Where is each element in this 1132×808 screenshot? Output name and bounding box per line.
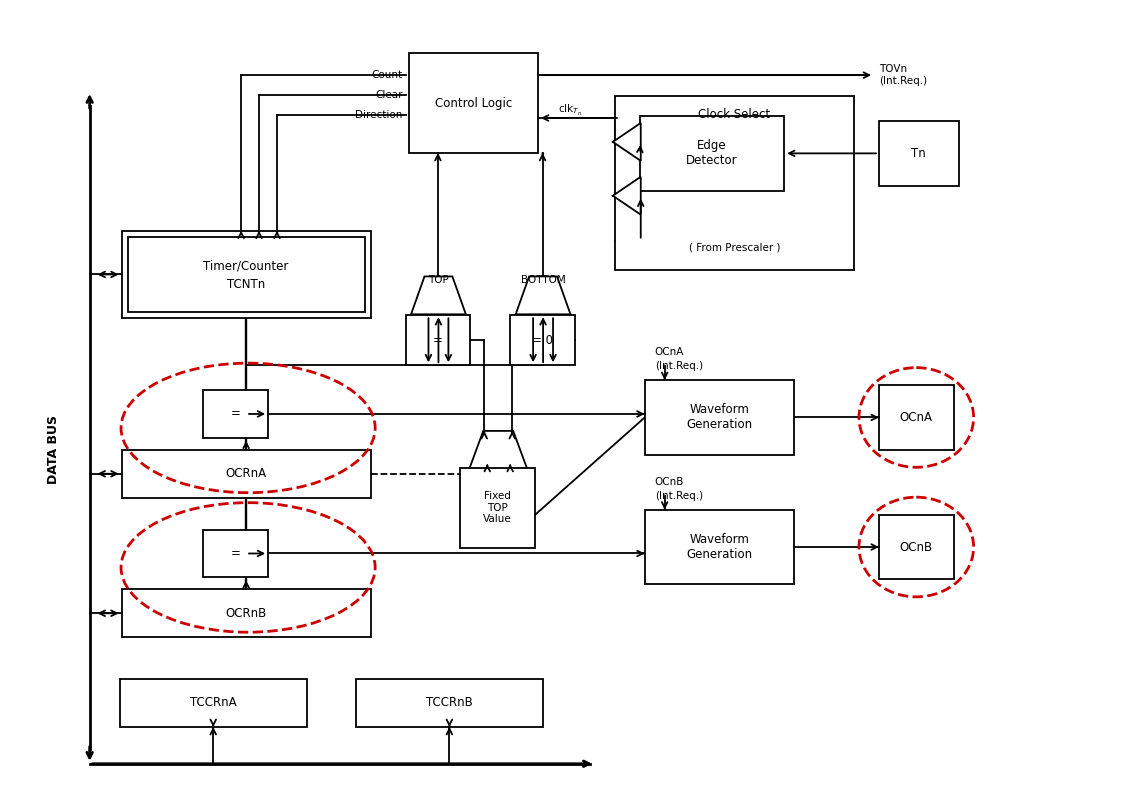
Text: (Int.Req.): (Int.Req.) <box>654 361 703 371</box>
Bar <box>645 510 795 584</box>
Text: Direction: Direction <box>355 110 403 120</box>
Bar <box>128 237 365 313</box>
Text: Timer/Counter: Timer/Counter <box>204 260 289 273</box>
Bar <box>121 450 370 498</box>
Bar <box>878 515 953 579</box>
Text: BOTTOM: BOTTOM <box>521 276 566 285</box>
Text: Waveform
Generation: Waveform Generation <box>686 533 753 561</box>
Bar <box>409 53 538 153</box>
Text: Fixed
TOP
Value: Fixed TOP Value <box>483 491 512 524</box>
Text: Count: Count <box>371 70 403 80</box>
Polygon shape <box>470 431 528 469</box>
Text: DATA BUS: DATA BUS <box>48 415 60 484</box>
Bar <box>355 679 543 727</box>
Text: OCRnB: OCRnB <box>225 607 267 620</box>
Text: (Int.Req.): (Int.Req.) <box>654 490 703 501</box>
Text: TCCRnA: TCCRnA <box>190 696 237 709</box>
Text: Edge
Detector: Edge Detector <box>686 139 738 167</box>
Bar <box>204 390 268 438</box>
Text: ( From Prescaler ): ( From Prescaler ) <box>688 242 780 253</box>
Text: TOVn
(Int.Req.): TOVn (Int.Req.) <box>878 65 927 86</box>
Bar <box>405 315 470 365</box>
Polygon shape <box>411 276 466 314</box>
Bar <box>121 230 370 318</box>
Text: clk$_{T_n}$: clk$_{T_n}$ <box>558 103 582 117</box>
Text: Tn: Tn <box>911 147 926 160</box>
Bar <box>878 121 959 186</box>
Bar <box>461 468 535 548</box>
Text: OCnB: OCnB <box>654 477 684 486</box>
Polygon shape <box>516 276 571 314</box>
Text: = 0: = 0 <box>532 334 554 347</box>
Bar <box>615 96 854 271</box>
Bar <box>640 116 784 191</box>
Bar <box>511 315 575 365</box>
Text: Clock Select: Clock Select <box>698 107 771 120</box>
Text: =: = <box>231 407 241 420</box>
Text: TOP: TOP <box>428 276 448 285</box>
Polygon shape <box>612 123 641 161</box>
Bar <box>121 589 370 638</box>
Text: OCnA: OCnA <box>900 411 933 424</box>
Text: Control Logic: Control Logic <box>435 96 512 110</box>
Text: Waveform
Generation: Waveform Generation <box>686 403 753 431</box>
Text: OCnA: OCnA <box>654 347 684 357</box>
Text: =: = <box>231 547 241 560</box>
Bar <box>120 679 307 727</box>
Bar <box>645 380 795 455</box>
Text: OCRnA: OCRnA <box>225 467 267 480</box>
Text: Clear: Clear <box>375 90 403 100</box>
Text: TCNTn: TCNTn <box>228 278 265 291</box>
Polygon shape <box>612 177 641 215</box>
Bar <box>204 529 268 578</box>
Text: OCnB: OCnB <box>900 541 933 553</box>
Text: =: = <box>434 334 443 347</box>
Text: TCCRnB: TCCRnB <box>426 696 473 709</box>
Bar <box>878 385 953 450</box>
